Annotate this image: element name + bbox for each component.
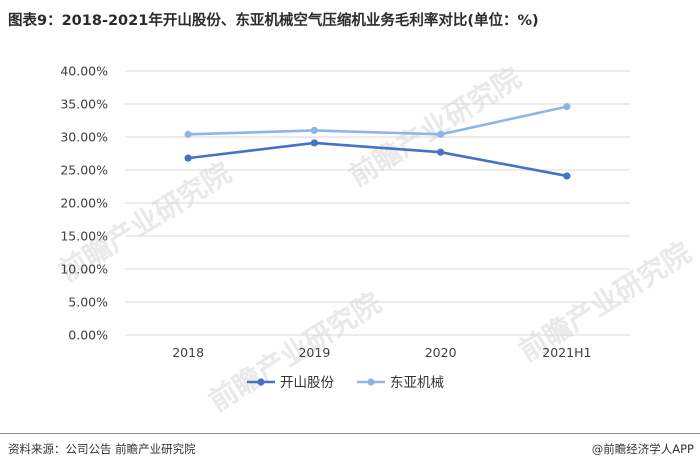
watermark: 前瞻产业研究院 xyxy=(203,286,387,418)
series-line xyxy=(186,141,569,178)
chart-title: 图表9：2018-2021年开山股份、东亚机械空气压缩机业务毛利率对比(单位：%… xyxy=(8,13,539,29)
data-point xyxy=(310,139,318,147)
legend-marker xyxy=(257,378,265,386)
data-point xyxy=(437,148,445,156)
data-point xyxy=(563,103,571,111)
y-tick-label: 15.00% xyxy=(60,229,108,244)
legend-label: 开山股份 xyxy=(280,375,334,391)
x-tick-label: 2020 xyxy=(425,345,457,360)
y-tick-label: 20.00% xyxy=(60,196,108,211)
brand-credit: @前瞻经济学人APP xyxy=(591,442,694,456)
legend-label: 东亚机械 xyxy=(390,375,444,391)
y-tick-label: 35.00% xyxy=(60,97,108,112)
watermark: 前瞻产业研究院 xyxy=(343,61,527,193)
footer-divider xyxy=(0,433,700,434)
data-point xyxy=(437,130,445,138)
y-tick-label: 5.00% xyxy=(68,295,108,310)
x-tick-label: 2018 xyxy=(172,345,204,360)
data-point xyxy=(184,130,192,138)
data-point xyxy=(563,172,571,180)
y-tick-label: 10.00% xyxy=(60,262,108,277)
x-tick-label: 2019 xyxy=(298,345,330,360)
data-point xyxy=(310,126,318,134)
data-point xyxy=(184,154,192,162)
y-tick-label: 40.00% xyxy=(60,64,108,79)
source-note: 资料来源：公司公告 前瞻产业研究院 xyxy=(8,442,196,456)
series-line xyxy=(186,105,569,136)
legend-marker xyxy=(367,378,375,386)
x-tick-label: 2021H1 xyxy=(542,345,591,360)
y-tick-label: 0.00% xyxy=(68,328,108,343)
y-tick-label: 25.00% xyxy=(60,163,108,178)
y-tick-label: 30.00% xyxy=(60,130,108,145)
